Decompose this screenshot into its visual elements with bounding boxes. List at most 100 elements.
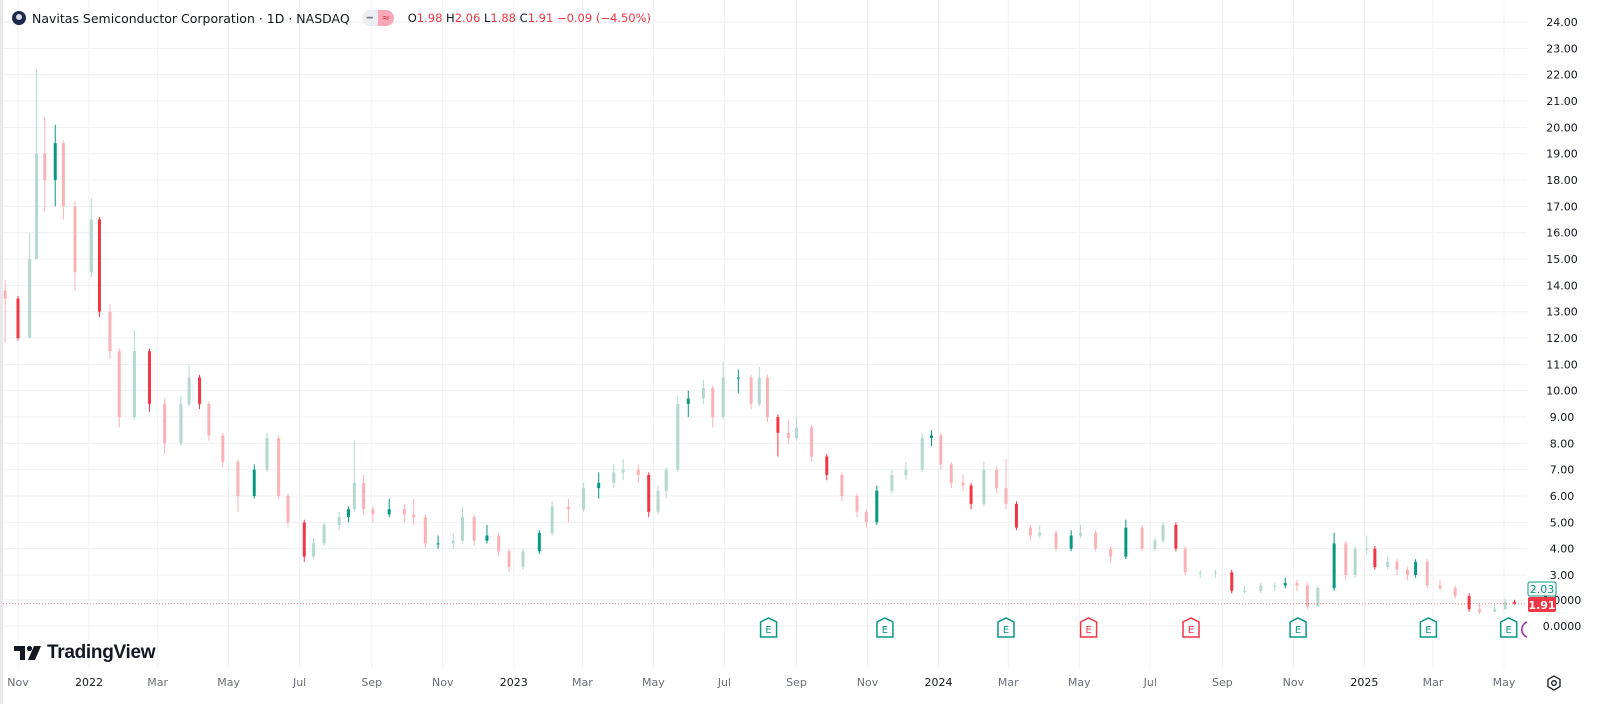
candle-body bbox=[28, 259, 32, 339]
candle-body bbox=[749, 377, 753, 404]
earnings-e-icon[interactable]: E bbox=[759, 617, 778, 638]
candle-body bbox=[1230, 572, 1234, 591]
candle bbox=[61, 140, 65, 220]
earnings-e-icon[interactable]: E bbox=[876, 617, 894, 638]
candle-body bbox=[132, 351, 136, 418]
candle-body bbox=[1094, 532, 1098, 549]
earnings-badge bbox=[1499, 617, 1518, 638]
time-tick: Mar bbox=[147, 676, 168, 689]
price-tick: 22.00 bbox=[1546, 69, 1578, 82]
earnings-e-icon[interactable]: E bbox=[1499, 617, 1518, 638]
candle-body bbox=[757, 377, 761, 404]
candle-body bbox=[337, 517, 341, 525]
candle-body bbox=[939, 435, 943, 465]
time-tick: Jul bbox=[292, 676, 306, 689]
candle-body bbox=[855, 496, 859, 512]
candle bbox=[73, 201, 77, 291]
high-label: H bbox=[446, 11, 455, 25]
candle-body bbox=[108, 311, 112, 352]
earnings-e-icon[interactable]: E bbox=[1289, 617, 1307, 638]
candle-body bbox=[582, 488, 586, 510]
candle-body bbox=[786, 432, 790, 439]
candle bbox=[749, 374, 753, 410]
candle bbox=[939, 432, 943, 470]
candle-body bbox=[701, 388, 705, 399]
candle-body bbox=[461, 517, 465, 541]
navitas-logo-icon bbox=[12, 11, 26, 25]
price-tick: 5.00 bbox=[1550, 516, 1575, 529]
candle-body bbox=[117, 351, 121, 418]
time-tick: Jul bbox=[1143, 676, 1157, 689]
candle bbox=[1273, 582, 1277, 591]
candle-body bbox=[765, 377, 769, 418]
candle-body bbox=[1259, 585, 1263, 591]
candle bbox=[550, 501, 554, 536]
candle-body bbox=[721, 377, 725, 418]
tradingview-logo[interactable]: TradingView bbox=[14, 642, 156, 664]
candle bbox=[1332, 532, 1336, 591]
candle-body bbox=[412, 514, 416, 518]
earnings-label: E bbox=[882, 625, 888, 636]
earnings-label: E bbox=[1003, 625, 1009, 636]
candle-body bbox=[1316, 588, 1320, 607]
time-axis: Nov 2022 Mar May Jul Sep Nov 2023 Mar May Jul Sep No… bbox=[7, 676, 1516, 689]
earnings-e-icon[interactable]: E bbox=[997, 617, 1015, 638]
candle-body bbox=[612, 472, 616, 483]
left-edge-bar bbox=[0, 0, 3, 704]
candle bbox=[472, 514, 476, 547]
minus-icon[interactable]: ━ bbox=[361, 10, 378, 26]
alert-circle-icon[interactable] bbox=[1521, 621, 1528, 638]
candle-body bbox=[969, 485, 973, 504]
candle-body bbox=[1069, 535, 1073, 549]
visibility-toggle[interactable]: ━ ≈ bbox=[361, 10, 394, 26]
earnings-badge bbox=[1079, 617, 1098, 638]
candle-body bbox=[1513, 601, 1517, 604]
candle bbox=[1038, 524, 1042, 539]
price-tick: 4.00 bbox=[1550, 543, 1575, 556]
candle-body bbox=[423, 517, 427, 544]
candle-body bbox=[795, 427, 799, 439]
candle bbox=[1344, 540, 1348, 581]
candle bbox=[1438, 580, 1442, 591]
gear-icon[interactable] bbox=[1545, 674, 1563, 692]
candle bbox=[612, 464, 616, 489]
approx-icon[interactable]: ≈ bbox=[377, 10, 394, 26]
candle bbox=[163, 398, 167, 454]
candle-body bbox=[179, 403, 183, 444]
candle-body bbox=[507, 551, 511, 568]
candle bbox=[864, 509, 868, 528]
symbol-title[interactable]: Navitas Semiconductor Corporation · 1D ·… bbox=[32, 10, 350, 26]
candle-body bbox=[647, 474, 651, 512]
low-label: L bbox=[483, 11, 491, 25]
candle bbox=[497, 532, 501, 557]
candle bbox=[461, 506, 465, 544]
candle bbox=[28, 232, 32, 339]
low-value: 1.88 bbox=[490, 11, 516, 25]
candle bbox=[721, 361, 725, 420]
candle-body bbox=[890, 474, 894, 491]
candle-body bbox=[875, 490, 879, 523]
earnings-label: E bbox=[1506, 625, 1512, 636]
candle bbox=[265, 432, 269, 473]
candle-body bbox=[1004, 488, 1008, 504]
tradingview-logo-icon bbox=[14, 645, 41, 660]
candle-body bbox=[1353, 548, 1357, 575]
candle-body bbox=[1344, 543, 1348, 575]
candle bbox=[1295, 580, 1299, 591]
price-tick: 20.00 bbox=[1546, 121, 1578, 134]
candle bbox=[930, 430, 934, 446]
candle-body bbox=[187, 377, 191, 404]
price-tick: 11.00 bbox=[1546, 358, 1578, 371]
candle-body bbox=[1078, 532, 1082, 536]
time-tick: Nov bbox=[432, 676, 454, 689]
candle-body bbox=[550, 506, 554, 533]
earnings-e-icon[interactable]: E bbox=[1419, 617, 1438, 638]
candle bbox=[16, 295, 20, 341]
candle-body bbox=[3, 290, 7, 299]
open-value: 1.98 bbox=[416, 11, 443, 25]
earnings-e-icon[interactable]: E bbox=[1079, 617, 1098, 638]
earnings-e-icon[interactable]: E bbox=[1182, 617, 1200, 638]
candle-body bbox=[1028, 527, 1032, 536]
candle bbox=[1069, 530, 1073, 552]
